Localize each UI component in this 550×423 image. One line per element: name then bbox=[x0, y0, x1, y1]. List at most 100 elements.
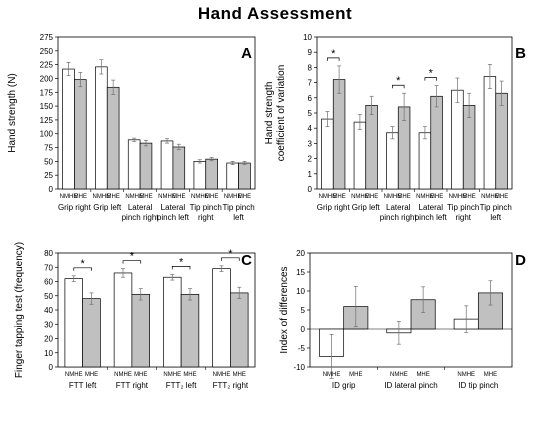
panel-c-group-label: MHE bbox=[134, 372, 147, 378]
panel-d-ytick-label: 5 bbox=[301, 306, 306, 315]
panel-d-category-label: ID tip pinch bbox=[458, 381, 498, 390]
figure-title: Hand Assessment bbox=[197, 4, 353, 23]
panel-a-bar-mhe bbox=[238, 162, 251, 190]
panel-b-ytick-label: 8 bbox=[308, 63, 313, 72]
panel-b-sig-bracket bbox=[392, 84, 405, 89]
panel-b-group-label: NMHE bbox=[384, 194, 402, 200]
panel-b-bar-nmhe bbox=[418, 132, 432, 190]
panel-a-category-label: Lateral bbox=[128, 203, 153, 212]
panel-b-category-label: pinch left bbox=[415, 213, 448, 222]
panel-c-bar-nmhe bbox=[64, 278, 83, 368]
panel-a-category-label: pinch right bbox=[122, 213, 160, 222]
panel-b-category-label: left bbox=[490, 213, 501, 222]
panel-a-group-label: MHE bbox=[139, 194, 152, 200]
panel-b-group-label: MHE bbox=[365, 194, 378, 200]
panel-a-bar-mhe bbox=[205, 158, 218, 190]
panel-d-group-label: NMHE bbox=[457, 372, 475, 378]
panel-c-group-label: NMHE bbox=[163, 372, 181, 378]
panel-a-category-label: Lateral bbox=[161, 203, 186, 212]
panel-d-bar-mhe bbox=[410, 299, 436, 330]
panel-b-category-label: Lateral bbox=[419, 203, 444, 212]
panel-a-group-label: MHE bbox=[106, 194, 119, 200]
panel-c-bar-nmhe bbox=[212, 268, 231, 368]
panel-a-bar-mhe bbox=[139, 142, 153, 190]
panel-a-group-label: MHE bbox=[74, 194, 87, 200]
panel-a-ytick-label: 275 bbox=[40, 33, 54, 42]
panel-a-category-label: pinch left bbox=[157, 213, 190, 222]
panel-a-category-label: Tip pinch bbox=[190, 203, 222, 212]
panel-a-category-label: right bbox=[198, 213, 214, 222]
panel-d-ytick-label: 15 bbox=[296, 268, 305, 277]
panel-c-sig-bracket bbox=[73, 267, 92, 271]
panel-b-bar-mhe bbox=[430, 95, 443, 190]
panel-b-ytick-label: 4 bbox=[308, 124, 313, 133]
panel-b-ytick-label: 5 bbox=[308, 109, 313, 118]
panel-a-ytick-label: 150 bbox=[40, 102, 54, 111]
panel-b-category-label: pinch right bbox=[380, 213, 418, 222]
panel-a-group-label: MHE bbox=[238, 194, 251, 200]
panel-b-group-label: NMHE bbox=[481, 194, 499, 200]
panel-b-group-label: NMHE bbox=[319, 194, 337, 200]
panel-c-ytick-label: 0 bbox=[49, 363, 54, 372]
panel-c-ytick-label: 30 bbox=[44, 320, 53, 329]
panel-b-bar-nmhe bbox=[353, 121, 367, 190]
panel-b-group-label: NMHE bbox=[416, 194, 434, 200]
panel-a-ytick-label: 225 bbox=[40, 61, 54, 70]
panel-a-ytick-label: 125 bbox=[40, 116, 54, 125]
panel-c-sig-star: * bbox=[228, 248, 233, 260]
panel-c-group-label: NMHE bbox=[114, 372, 132, 378]
panel-b-sig-bracket bbox=[327, 57, 340, 61]
panel-b-ytick-label: 6 bbox=[308, 94, 313, 103]
panel-d-group-label: MHE bbox=[349, 372, 362, 378]
panel-a-category-label: Grip left bbox=[93, 203, 122, 212]
panel-a-ytick-label: 25 bbox=[44, 171, 53, 180]
panel-a-ytick-label: 75 bbox=[44, 144, 53, 153]
panel-d-ytick-label: -10 bbox=[293, 363, 305, 372]
panel-c-sig-bracket bbox=[221, 257, 240, 261]
panel-b-sig-bracket bbox=[424, 77, 437, 81]
panel-b-group-label: MHE bbox=[495, 194, 508, 200]
panel-c-group-label: NMHE bbox=[213, 372, 231, 378]
panel-b-sig-star: * bbox=[331, 48, 336, 60]
panel-b-bar-nmhe bbox=[451, 89, 464, 190]
panel-b-category-label: Lateral bbox=[386, 203, 411, 212]
panel-b-group-label: NMHE bbox=[449, 194, 467, 200]
panel-b-group-label: MHE bbox=[332, 194, 345, 200]
panel-a-group-label: NMHE bbox=[224, 194, 242, 200]
panel-c-sig-star: * bbox=[80, 258, 85, 270]
panel-b-category-label: Grip right bbox=[317, 203, 351, 212]
panel-c-ytick-label: 40 bbox=[44, 306, 53, 315]
panel-c-bar-mhe bbox=[131, 293, 150, 368]
panel-a-group-label: NMHE bbox=[60, 194, 78, 200]
panel-b-bar-mhe bbox=[495, 92, 508, 190]
panel-a-group-label: NMHE bbox=[125, 194, 143, 200]
panel-a-bar-nmhe bbox=[127, 139, 141, 190]
panel-b-category-label: Tip pinch bbox=[480, 203, 512, 212]
panel-d-group-label: NMHE bbox=[390, 372, 408, 378]
panel-b-ytick-label: 7 bbox=[308, 79, 313, 88]
panel-a-bar-mhe bbox=[106, 86, 120, 190]
panel-b-frame bbox=[316, 36, 513, 190]
panel-a-letter: A bbox=[241, 45, 252, 62]
panel-c-sig-bracket bbox=[171, 266, 191, 270]
panel-c-group-label: MHE bbox=[183, 372, 196, 378]
panel-c-ytick-label: 70 bbox=[44, 263, 53, 272]
panel-b-category-label: right bbox=[455, 213, 471, 222]
panel-b-ytick-label: 10 bbox=[303, 33, 312, 42]
panel-a-group-label: NMHE bbox=[158, 194, 176, 200]
panel-a-bar-nmhe bbox=[193, 161, 207, 190]
panel-d-ytick-label: 20 bbox=[296, 249, 305, 258]
panel-c-bar-mhe bbox=[230, 292, 249, 368]
panel-a-ytick-label: 200 bbox=[40, 74, 54, 83]
panel-c-ytick-label: 80 bbox=[44, 249, 53, 258]
panel-c-sig-star: * bbox=[179, 256, 184, 268]
panel-a-bar-nmhe bbox=[226, 162, 239, 190]
panel-c-ylabel: Finger tapping test (frequency) bbox=[14, 242, 25, 378]
panel-a-group-label: NMHE bbox=[93, 194, 111, 200]
panel-d-category-label: ID grip bbox=[332, 381, 356, 390]
panel-b-bar-nmhe bbox=[386, 132, 399, 190]
panel-a-ytick-label: 250 bbox=[40, 47, 54, 56]
panel-b-group-label: MHE bbox=[462, 194, 475, 200]
panel-b-ytick-label: 3 bbox=[308, 139, 313, 148]
panel-a-group-label: NMHE bbox=[191, 194, 209, 200]
